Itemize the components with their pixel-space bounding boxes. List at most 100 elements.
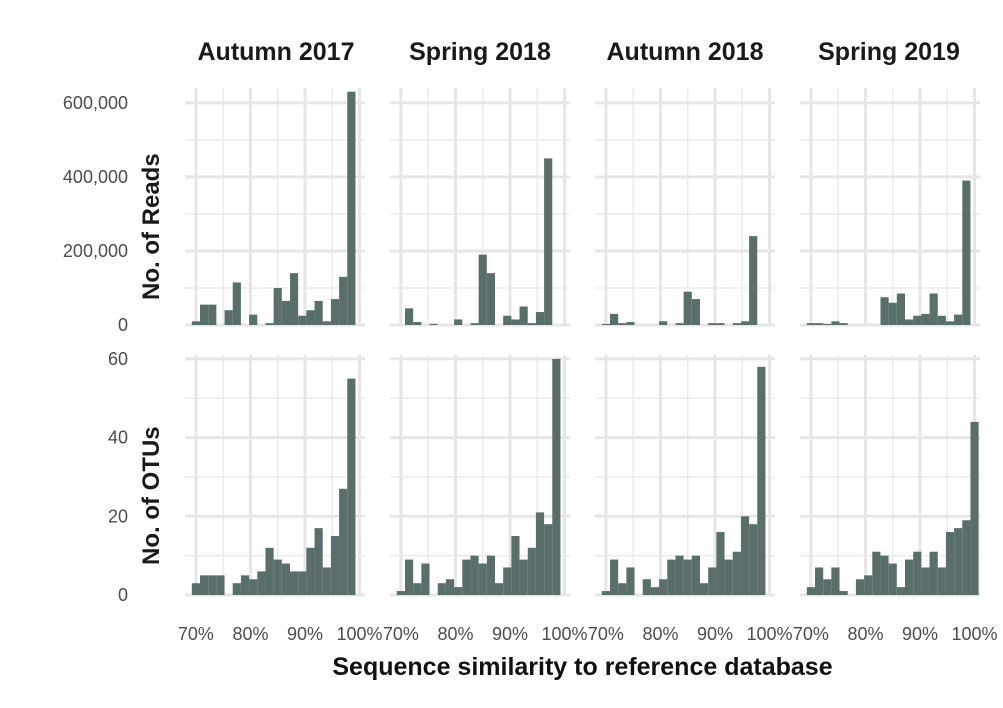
x-tick-label-3-100: 100% (952, 624, 998, 644)
bar-otus-2-6 (650, 587, 660, 595)
bar-reads-2-0 (601, 323, 610, 325)
bar-otus-2-8 (667, 559, 676, 595)
bar-otus-2-9 (675, 555, 684, 595)
row-title-reads: No. of Reads (138, 153, 165, 300)
bar-otus-1-1 (405, 559, 414, 595)
x-tick-label-0-100: 100% (337, 624, 383, 644)
bar-reads-0-18 (339, 276, 348, 325)
bar-reads-2-1 (610, 313, 619, 325)
bar-reads-1-7 (454, 319, 463, 325)
bar-reads-3-9 (880, 297, 889, 325)
panel-background (185, 88, 365, 325)
bar-otus-0-17 (330, 535, 340, 595)
bar-reads-2-14 (716, 323, 725, 325)
bar-reads-0-5 (232, 282, 241, 325)
bar-reads-2-18 (749, 236, 758, 325)
bar-reads-3-2 (823, 323, 832, 325)
bar-reads-1-15 (519, 306, 528, 325)
x-tick-label-1-90: 90% (492, 624, 528, 644)
bar-reads-1-13 (503, 315, 512, 325)
bar-reads-3-0 (806, 323, 815, 325)
bar-reads-0-16 (322, 321, 331, 325)
panel-background (595, 88, 775, 325)
bar-otus-0-9 (265, 547, 274, 595)
bar-otus-0-5 (232, 583, 241, 595)
x-tick-label-1-80: 80% (437, 624, 473, 644)
bar-otus-1-9 (470, 555, 479, 595)
x-tick-label-3-70: 70% (793, 624, 829, 644)
bar-reads-2-3 (626, 322, 635, 325)
y-tick-label-reads-600000: 600,000 (63, 93, 128, 113)
bar-otus-1-18 (544, 524, 553, 595)
bar-otus-2-7 (659, 579, 668, 595)
bar-otus-3-0 (806, 587, 815, 595)
bar-otus-2-16 (732, 551, 741, 595)
bar-reads-1-1 (405, 308, 414, 325)
bar-reads-1-14 (511, 319, 520, 325)
bar-otus-2-1 (610, 559, 619, 595)
bar-reads-3-12 (905, 319, 914, 325)
bar-reads-0-4 (224, 310, 233, 325)
bar-otus-1-16 (527, 547, 536, 595)
bar-otus-2-19 (757, 366, 766, 595)
y-tick-label-otus-60: 60 (108, 349, 128, 369)
bar-otus-0-12 (290, 571, 299, 595)
bar-reads-0-14 (306, 310, 315, 325)
bar-otus-1-3 (421, 563, 430, 595)
bar-otus-3-3 (831, 567, 840, 595)
bar-reads-0-2 (208, 304, 217, 325)
bar-reads-2-13 (708, 323, 717, 325)
x-tick-label-0-90: 90% (287, 624, 323, 644)
y-tick-label-otus-0: 0 (118, 585, 128, 605)
bar-reads-0-0 (191, 321, 200, 325)
bar-otus-2-11 (691, 555, 700, 595)
bar-reads-0-17 (330, 299, 340, 325)
bar-otus-2-3 (626, 567, 635, 595)
bar-otus-2-2 (618, 583, 627, 595)
bar-otus-0-3 (216, 575, 225, 595)
bar-reads-3-16 (937, 315, 946, 325)
x-tick-label-3-90: 90% (902, 624, 938, 644)
column-title-autumn-2017: Autumn 2017 (197, 38, 355, 66)
y-tick-label-otus-20: 20 (108, 506, 128, 526)
bar-otus-1-2 (413, 583, 422, 595)
y-tick-label-reads-400000: 400,000 (63, 167, 128, 187)
bar-otus-1-5 (437, 583, 446, 595)
x-tick-label-3-80: 80% (847, 624, 883, 644)
y-tick-label-reads-0: 0 (118, 315, 128, 335)
bar-otus-1-15 (519, 559, 528, 595)
bar-otus-2-18 (749, 524, 758, 595)
bar-otus-0-6 (240, 575, 250, 595)
bar-reads-3-18 (954, 314, 963, 325)
x-tick-label-2-70: 70% (588, 624, 624, 644)
bar-reads-1-4 (429, 323, 438, 325)
bar-otus-3-7 (864, 575, 873, 595)
bar-otus-3-8 (872, 551, 881, 595)
bar-reads-3-10 (888, 302, 897, 325)
x-tick-label-2-80: 80% (642, 624, 678, 644)
bar-otus-0-15 (314, 528, 323, 595)
bar-otus-3-15 (929, 551, 938, 595)
bar-otus-3-14 (921, 567, 930, 595)
bar-reads-2-2 (618, 323, 627, 325)
y-tick-label-otus-40: 40 (108, 428, 128, 448)
bar-reads-0-1 (200, 304, 209, 325)
bar-otus-0-11 (281, 563, 290, 595)
bar-otus-3-19 (962, 520, 971, 595)
bar-otus-0-10 (273, 559, 282, 595)
bar-reads-3-17 (945, 321, 955, 325)
bar-otus-3-2 (823, 579, 832, 595)
bar-otus-1-0 (396, 591, 405, 595)
x-axis-title: Sequence similarity to reference databas… (332, 653, 833, 681)
bar-otus-3-6 (855, 579, 865, 595)
bar-otus-0-1 (200, 575, 209, 595)
bar-otus-2-15 (724, 559, 733, 595)
bar-otus-0-0 (191, 583, 200, 595)
bar-otus-1-6 (445, 579, 455, 595)
x-tick-label-2-100: 100% (747, 624, 793, 644)
bar-reads-0-11 (281, 300, 290, 325)
bar-otus-0-18 (339, 488, 348, 595)
bar-otus-3-11 (896, 587, 905, 595)
bar-otus-0-13 (298, 571, 307, 595)
